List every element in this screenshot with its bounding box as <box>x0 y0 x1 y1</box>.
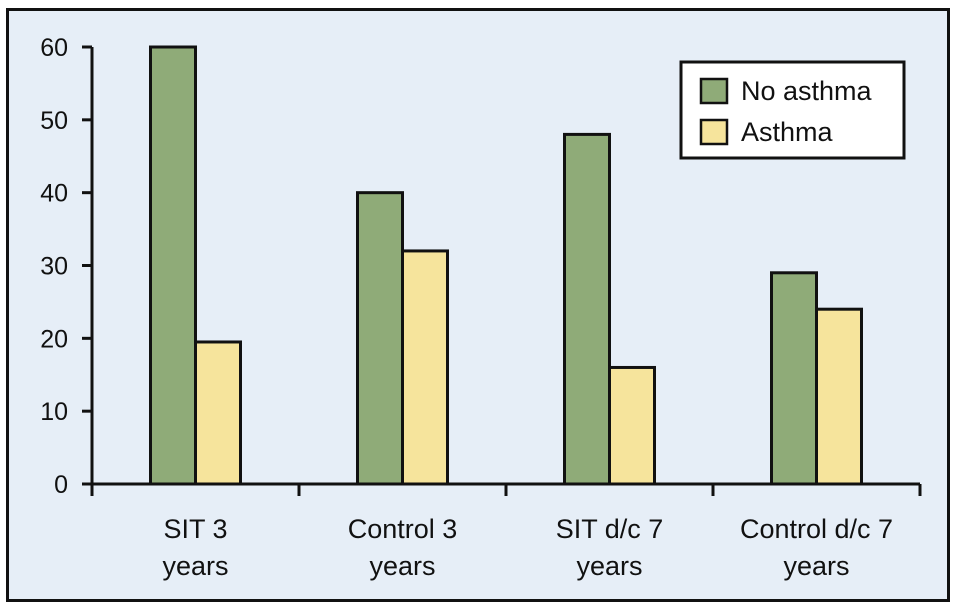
x-category-label: SIT d/c 7 <box>556 514 664 544</box>
y-tick-label: 10 <box>40 398 68 426</box>
bar-asthma <box>401 249 449 486</box>
y-tick-label: 20 <box>40 325 68 353</box>
y-tick-label: 40 <box>40 180 68 208</box>
legend-box <box>679 60 906 160</box>
legend-label: No asthma <box>741 76 873 106</box>
x-category-label: SIT 3 <box>163 514 227 544</box>
legend-swatch <box>699 77 729 105</box>
x-category-label: years <box>369 551 435 581</box>
legend-label: Asthma <box>741 117 834 147</box>
legend-swatch <box>699 118 729 146</box>
bar-asthma <box>608 365 656 486</box>
y-tick-label: 50 <box>40 107 68 135</box>
bar-asthma <box>194 340 242 486</box>
bar-no-asthma <box>563 132 611 486</box>
x-category-label: years <box>162 551 228 581</box>
bar-no-asthma <box>770 271 818 486</box>
bar-no-asthma <box>149 45 197 486</box>
y-tick-label: 0 <box>54 471 68 499</box>
bar-asthma <box>815 307 863 486</box>
y-tick-label: 60 <box>40 34 68 62</box>
y-tick-label: 30 <box>40 253 68 281</box>
x-category-label: years <box>576 551 642 581</box>
bar-no-asthma <box>356 191 404 486</box>
x-category-label: years <box>783 551 849 581</box>
x-category-label: Control d/c 7 <box>740 514 893 544</box>
x-category-label: Control 3 <box>348 514 458 544</box>
